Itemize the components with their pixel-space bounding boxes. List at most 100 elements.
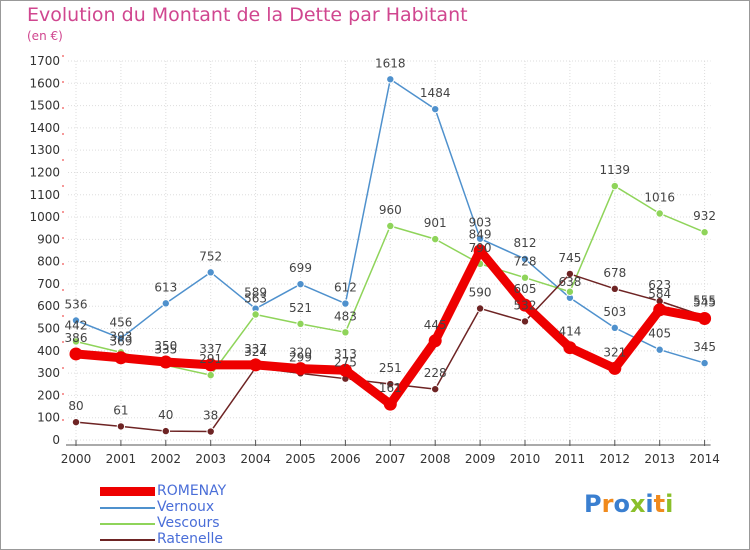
y-tick-label: 1100 — [29, 188, 60, 202]
point-vescours — [72, 338, 80, 345]
x-tick-label: 2004 — [240, 452, 271, 466]
point-ratenelle — [521, 318, 529, 325]
point-ratenelle — [611, 285, 618, 293]
data-label-romenay: 350 — [154, 339, 177, 353]
data-label-vescours: 790 — [469, 241, 492, 255]
x-tick-label: 2006 — [330, 452, 361, 466]
point-vescours — [566, 288, 574, 295]
point-vernoux — [207, 269, 214, 276]
data-label-vernoux: 345 — [693, 340, 716, 354]
chart-subtitle: (en €) — [27, 29, 63, 43]
point-romenay — [69, 347, 83, 361]
x-tick-label: 2007 — [375, 452, 406, 466]
point-ratenelle — [566, 270, 574, 278]
y-tick-label: 1300 — [29, 143, 60, 157]
data-label-romenay: 414 — [558, 325, 581, 339]
point-vescours — [611, 182, 618, 190]
x-tick-label: 2012 — [600, 452, 631, 466]
point-ratenelle — [432, 385, 439, 393]
logo-letter: o — [613, 490, 630, 518]
data-label-romenay: 445 — [424, 318, 447, 332]
data-label-vescours: 901 — [424, 216, 447, 230]
logo-letter: i — [645, 490, 654, 518]
x-tick-label: 2011 — [555, 452, 586, 466]
point-vescours — [207, 371, 214, 379]
point-vescours — [342, 329, 349, 336]
y-tick-label: 100 — [37, 411, 60, 425]
data-label-vernoux: 638 — [558, 275, 581, 289]
point-romenay — [159, 355, 173, 369]
y-tick-label: 1400 — [29, 121, 60, 135]
data-label-ratenelle: 532 — [514, 298, 537, 312]
axis-layer: 0 100 200 300 400 500 600 700 800 900 1000 1100 1200… — [29, 54, 719, 466]
point-vernoux — [432, 105, 439, 113]
data-label-vernoux: 1618 — [375, 56, 406, 70]
point-vernoux — [72, 317, 80, 324]
data-label-romenay: 313 — [334, 347, 357, 361]
y-tick-label: 700 — [37, 277, 60, 291]
y-tick-label: 1500 — [29, 99, 60, 113]
logo-letter: P — [584, 490, 602, 518]
data-label-vescours: 291 — [199, 352, 222, 366]
point-ratenelle — [117, 423, 125, 430]
point-vernoux — [297, 280, 304, 288]
point-romenay — [698, 311, 712, 325]
legend-label-vernoux: Vernoux — [157, 499, 215, 515]
data-label-vernoux: 903 — [469, 216, 492, 230]
point-romenay — [383, 397, 397, 411]
data-label-ratenelle: 228 — [424, 366, 447, 380]
logo-letter: r — [601, 490, 614, 518]
point-vernoux — [521, 255, 529, 263]
data-label-vernoux: 1484 — [420, 86, 451, 100]
chart-title: Evolution du Montant de la Dette par Hab… — [27, 4, 468, 26]
data-label-romenay: 321 — [603, 345, 626, 359]
point-romenay — [653, 303, 667, 317]
logo-letter: i — [665, 490, 674, 518]
point-vernoux — [611, 324, 618, 332]
data-label-vernoux: 405 — [648, 327, 671, 341]
point-vernoux — [162, 300, 169, 307]
point-vernoux — [656, 346, 663, 353]
x-tick-label: 2014 — [689, 452, 720, 466]
x-tick-label: 2000 — [61, 452, 92, 466]
data-label-romenay: 584 — [648, 287, 671, 301]
y-tick-label: 500 — [37, 322, 60, 336]
point-romenay — [518, 298, 532, 312]
point-ratenelle — [207, 428, 214, 435]
legend-swatch-vernoux — [100, 507, 155, 509]
point-vernoux — [701, 359, 708, 367]
point-romenay — [338, 363, 352, 377]
logo-letter: x — [629, 490, 646, 518]
y-tick-label: 1200 — [29, 165, 60, 179]
data-label-vernoux: 752 — [199, 249, 222, 263]
point-romenay — [428, 334, 442, 348]
data-label-vescours: 1016 — [644, 190, 675, 204]
data-label-romenay: 337 — [244, 342, 267, 356]
data-label-ratenelle: 251 — [379, 361, 402, 375]
legend-swatch-romenay — [100, 487, 155, 496]
y-tick-label: 800 — [37, 255, 60, 269]
point-ratenelle — [342, 375, 349, 382]
data-label-vescours: 563 — [244, 291, 267, 305]
data-label-ratenelle: 80 — [68, 399, 83, 413]
legend-swatch-ratenelle — [100, 539, 155, 541]
point-vescours — [252, 311, 259, 318]
y-tick-label: 1700 — [29, 54, 60, 68]
y-tick-label: 0 — [52, 433, 60, 447]
data-label-ratenelle: 38 — [203, 409, 218, 423]
data-label-ratenelle: 678 — [603, 266, 626, 280]
data-label-vernoux: 589 — [244, 286, 267, 300]
x-tick-label: 2002 — [151, 452, 182, 466]
y-tick-label: 900 — [37, 232, 60, 246]
data-label-vescours: 442 — [65, 318, 88, 332]
x-tick-label: 2008 — [420, 452, 451, 466]
x-tick-label: 2001 — [106, 452, 137, 466]
legend-label-romenay: ROMENAY — [157, 483, 227, 499]
data-label-vernoux: 613 — [154, 280, 177, 294]
point-romenay — [204, 358, 218, 372]
data-label-vernoux: 503 — [603, 305, 626, 319]
point-vescours — [387, 222, 394, 230]
data-label-vernoux: 536 — [65, 298, 88, 312]
data-label-ratenelle: 745 — [558, 251, 581, 265]
